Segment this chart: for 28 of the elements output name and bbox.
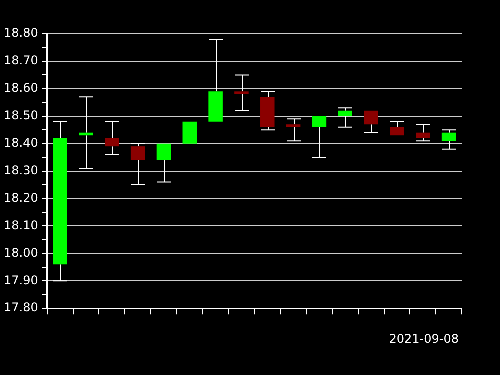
candlestick	[338, 108, 353, 128]
candlestick	[130, 143, 146, 186]
y-tick-label: 17.80	[4, 300, 38, 315]
candlestick	[312, 116, 327, 158]
y-tick-label: 17.90	[4, 273, 38, 288]
y-tick-label: 18.60	[4, 81, 38, 96]
candlestick	[390, 121, 405, 136]
y-tick-label: 18.30	[4, 163, 38, 178]
y-tick-label: 18.00	[4, 246, 38, 260]
y-tick-label: 18.50	[4, 108, 38, 123]
candlestick	[208, 38, 224, 122]
y-tick-label: 18.70	[4, 54, 38, 68]
candlestick	[105, 121, 120, 156]
y-tick-label: 18.20	[4, 190, 38, 205]
candlestick	[442, 130, 457, 150]
y-tick-label: 18.40	[4, 136, 38, 150]
candlestick	[53, 121, 68, 282]
text: 2021-09-08	[389, 332, 459, 346]
candlestick	[416, 124, 431, 142]
candlestick	[260, 91, 276, 131]
candlestick	[79, 96, 94, 170]
y-tick-label: 18.10	[4, 218, 38, 232]
candlestick	[234, 74, 250, 112]
y-tick-label: 18.80	[4, 26, 38, 40]
candlestick	[364, 110, 379, 134]
candlestick	[286, 118, 302, 142]
candlestick	[182, 122, 198, 144]
candlestick	[156, 144, 172, 183]
